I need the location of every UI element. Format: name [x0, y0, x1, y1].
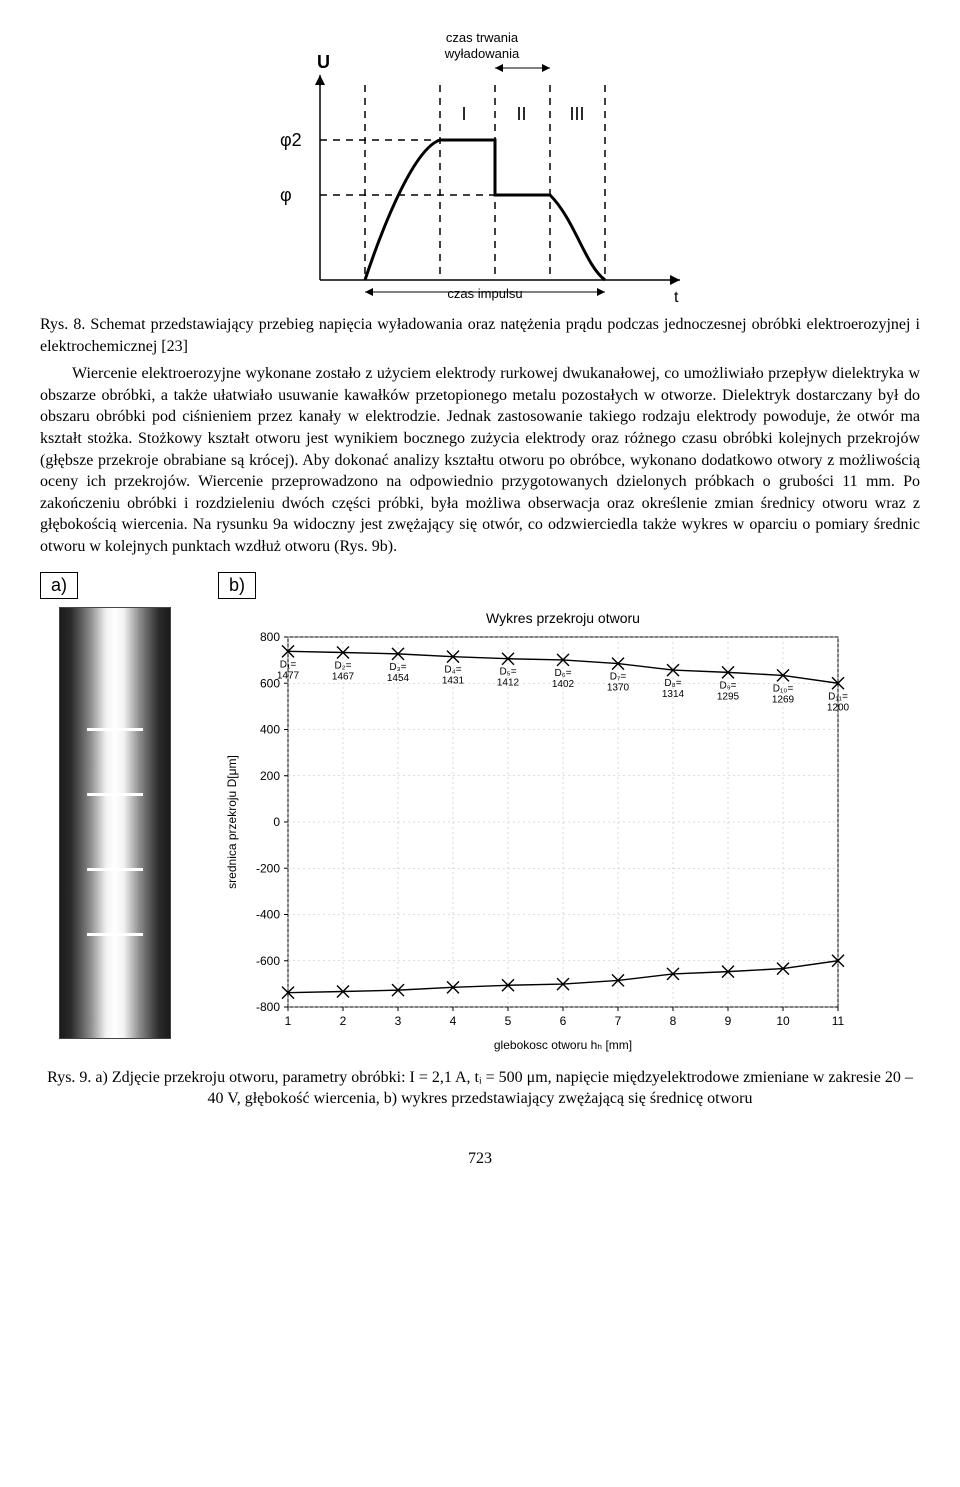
caption-text: Rys. 8. Schemat przedstawiający przebieg… — [40, 316, 920, 355]
svg-text:Wykres przekroju otworu: Wykres przekroju otworu — [486, 610, 640, 626]
svg-text:-400: -400 — [256, 907, 280, 921]
svg-text:1477: 1477 — [277, 670, 300, 681]
svg-text:10: 10 — [776, 1014, 790, 1028]
figure-9-caption: Rys. 9. a) Zdjęcie przekroju otworu, par… — [40, 1067, 920, 1110]
page-number: 723 — [40, 1150, 920, 1168]
svg-text:5: 5 — [505, 1014, 512, 1028]
svg-text:D₁₀=: D₁₀= — [773, 683, 794, 694]
svg-text:D₁=: D₁= — [280, 659, 297, 670]
svg-text:U: U — [317, 52, 330, 72]
photo-marker — [87, 728, 143, 731]
svg-text:1314: 1314 — [662, 689, 685, 700]
body-text-content: Wiercenie elektroerozyjne wykonane zosta… — [40, 365, 920, 555]
svg-text:11: 11 — [832, 1014, 845, 1028]
photo-marker — [87, 868, 143, 871]
svg-text:czas trwania: czas trwania — [446, 30, 519, 45]
svg-text:1200: 1200 — [827, 702, 850, 713]
svg-text:1467: 1467 — [332, 671, 355, 682]
svg-text:-200: -200 — [256, 861, 280, 875]
svg-text:6: 6 — [560, 1014, 567, 1028]
svg-text:8: 8 — [670, 1014, 677, 1028]
photo-marker — [87, 933, 143, 936]
svg-text:D₉=: D₉= — [719, 680, 736, 691]
figure-9-row: a) b) -800-600-400-200020040060080012345… — [40, 572, 920, 1057]
svg-text:7: 7 — [615, 1014, 622, 1028]
figure-9b-column: b) -800-600-400-200020040060080012345678… — [218, 572, 920, 1057]
svg-text:D₆=: D₆= — [554, 667, 571, 678]
svg-text:800: 800 — [260, 630, 280, 644]
svg-text:D₅=: D₅= — [499, 666, 516, 677]
photo-marker — [87, 793, 143, 796]
panel-label-b: b) — [218, 572, 256, 599]
svg-text:D₃=: D₃= — [389, 661, 406, 672]
svg-text:200: 200 — [260, 768, 280, 782]
profile-chart: -800-600-400-200020040060080012345678910… — [218, 607, 920, 1057]
svg-text:9: 9 — [725, 1014, 732, 1028]
svg-text:D₈=: D₈= — [664, 678, 681, 689]
svg-text:1370: 1370 — [607, 682, 630, 693]
svg-text:φ2: φ2 — [280, 130, 302, 150]
svg-text:φ: φ — [280, 185, 292, 205]
svg-text:wyładowania: wyładowania — [444, 46, 520, 61]
svg-text:glebokosc otworu hₕ [mm]: glebokosc otworu hₕ [mm] — [494, 1038, 632, 1052]
svg-text:D₇=: D₇= — [610, 671, 627, 682]
body-paragraph: Wiercenie elektroerozyjne wykonane zosta… — [40, 363, 920, 557]
svg-text:t: t — [674, 289, 679, 306]
svg-text:czas impulsu: czas impulsu — [447, 286, 522, 301]
svg-text:1412: 1412 — [497, 677, 520, 688]
panel-label-a: a) — [40, 572, 78, 599]
svg-text:-600: -600 — [256, 953, 280, 967]
svg-text:1402: 1402 — [552, 678, 575, 689]
figure-9a-column: a) — [40, 572, 190, 1039]
svg-text:2: 2 — [340, 1014, 347, 1028]
svg-text:1295: 1295 — [717, 691, 740, 702]
svg-text:I: I — [462, 104, 467, 124]
svg-text:D₂=: D₂= — [335, 660, 352, 671]
svg-text:3: 3 — [395, 1014, 402, 1028]
svg-text:srednica przekroju D[μm]: srednica przekroju D[μm] — [225, 755, 239, 889]
svg-text:-800: -800 — [256, 1000, 280, 1014]
svg-text:1269: 1269 — [772, 694, 795, 705]
svg-text:1454: 1454 — [387, 672, 410, 683]
svg-text:III: III — [570, 104, 585, 124]
hole-cross-section-photo — [59, 607, 171, 1039]
caption9-text: Rys. 9. a) Zdjęcie przekroju otworu, par… — [47, 1069, 913, 1108]
svg-text:II: II — [517, 104, 527, 124]
svg-text:D₄=: D₄= — [444, 664, 461, 675]
figure-8-caption: Rys. 8. Schemat przedstawiający przebieg… — [40, 314, 920, 357]
svg-text:4: 4 — [450, 1014, 457, 1028]
voltage-schematic: UtIIIIIIφ2φczas trwaniawyładowaniaczas i… — [250, 20, 710, 310]
svg-text:400: 400 — [260, 722, 280, 736]
svg-text:D₁₁=: D₁₁= — [828, 691, 848, 702]
svg-text:0: 0 — [273, 815, 280, 829]
svg-text:1: 1 — [285, 1014, 292, 1028]
svg-text:1431: 1431 — [442, 675, 465, 686]
